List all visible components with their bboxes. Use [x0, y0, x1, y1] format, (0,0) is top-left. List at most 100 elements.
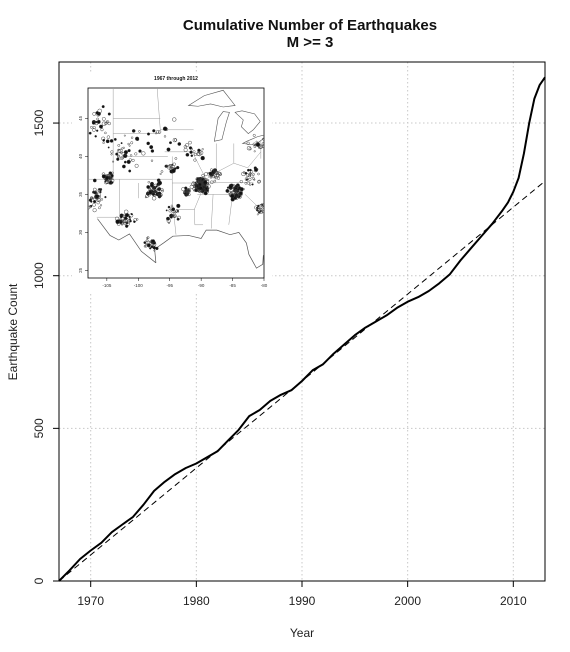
- epicenter-point: [90, 200, 93, 203]
- epicenter-point: [254, 167, 258, 172]
- epicenter-point: [253, 178, 256, 181]
- border-river: [97, 218, 157, 264]
- epicenter-point: [150, 243, 154, 247]
- epicenter-point: [146, 132, 151, 136]
- epicenter-point: [162, 126, 168, 131]
- epicenter-point: [99, 204, 103, 207]
- epicenter-point: [173, 167, 177, 170]
- epicenter-point: [166, 147, 171, 152]
- epicenter-point: [170, 164, 175, 169]
- epicenter-point: [198, 177, 201, 180]
- epicenter-point: [188, 140, 192, 145]
- lake-huron: [234, 110, 261, 134]
- epicenter-point: [254, 205, 259, 210]
- epicenter-point: [107, 112, 111, 116]
- epicenter-point: [120, 223, 124, 226]
- epicenter-point: [127, 142, 130, 146]
- inset-y-tick-label: 35: [78, 191, 83, 197]
- epicenter-point: [151, 186, 155, 190]
- epicenter-point: [185, 191, 188, 194]
- epicenter-point: [177, 142, 182, 146]
- epicenter-point: [163, 135, 167, 138]
- epicenter-point: [203, 191, 208, 196]
- epicenter-point: [183, 145, 188, 149]
- epicenter-point: [93, 200, 97, 204]
- inset-y-tick-label: 30: [78, 229, 83, 235]
- chart-subtitle: M >= 3: [287, 34, 334, 51]
- epicenter-point: [200, 155, 205, 161]
- epicenter-point: [236, 185, 239, 188]
- epicenter-point: [230, 193, 235, 199]
- x-tick-label: 2000: [394, 594, 421, 608]
- epicenter-point: [256, 209, 259, 212]
- epicenter-point: [213, 179, 217, 183]
- epicenter-point: [248, 173, 252, 177]
- epicenter-point: [188, 146, 193, 150]
- epicenter-point: [96, 201, 100, 205]
- y-tick-label: 1500: [32, 109, 46, 136]
- epicenter-point: [207, 179, 210, 181]
- epicenter-point: [93, 190, 98, 195]
- epicenter-point: [123, 160, 127, 164]
- lake-superior: [187, 89, 236, 108]
- epicenter-point: [214, 170, 218, 174]
- epicenter-point: [253, 150, 256, 153]
- epicenter-point: [110, 150, 114, 154]
- epicenter-point: [104, 121, 108, 126]
- plot-area: 1970 1980 1990 2000 2010 0 500 1000 1500: [32, 61, 546, 608]
- epicenter-point: [94, 135, 97, 138]
- epicenter-point: [99, 189, 102, 192]
- epicenter-point: [160, 188, 164, 192]
- epicenter-point: [189, 184, 194, 189]
- epicenter-point: [169, 215, 173, 219]
- epicenter-point: [257, 172, 260, 176]
- epicenter-point: [235, 189, 240, 195]
- epicenter-point: [186, 189, 190, 192]
- epicenter-point: [146, 141, 150, 146]
- epicenter-point: [203, 172, 208, 177]
- epicenter-point: [208, 171, 213, 177]
- epicenter-point: [198, 186, 203, 191]
- epicenter-point: [148, 190, 153, 195]
- epicenter-point: [131, 129, 136, 133]
- epicenter-point: [149, 247, 152, 250]
- epicenter-points: [88, 105, 264, 252]
- inset-map: 1967 through 2012 -105 -100 -95 -90 -85 -80 25 3…: [72, 72, 272, 292]
- epicenter-point: [134, 163, 139, 168]
- x-tick-label: 1990: [289, 594, 316, 608]
- epicenter-point: [108, 176, 113, 181]
- epicenter-point: [128, 169, 132, 173]
- epicenter-point: [130, 213, 133, 216]
- x-tick-label: 2010: [500, 594, 527, 608]
- epicenter-point: [174, 157, 178, 160]
- epicenter-point: [146, 236, 150, 239]
- inset-y-tick-label: 45: [78, 115, 83, 121]
- epicenter-point: [111, 171, 114, 174]
- epicenter-point: [174, 138, 178, 142]
- epicenter-point: [135, 136, 140, 141]
- epicenter-point: [128, 218, 132, 221]
- epicenter-point: [248, 147, 252, 151]
- epicenter-point: [172, 214, 177, 218]
- epicenter-point: [177, 215, 181, 220]
- inset-y-tick-label: 40: [78, 153, 83, 159]
- epicenter-point: [92, 202, 96, 207]
- epicenter-point: [157, 193, 163, 198]
- epicenter-point: [262, 137, 264, 141]
- epicenter-point: [167, 205, 171, 209]
- epicenter-point: [256, 213, 259, 216]
- epicenter-point: [207, 172, 210, 174]
- epicenter-point: [90, 196, 93, 200]
- epicenter-point: [210, 173, 213, 176]
- epicenter-point: [118, 148, 123, 153]
- epicenter-point: [90, 125, 93, 129]
- epicenter-point: [199, 178, 203, 183]
- epicenter-point: [150, 149, 155, 153]
- epicenter-point: [258, 144, 264, 149]
- epicenter-point: [88, 131, 92, 135]
- epicenter-point: [111, 181, 114, 184]
- epicenter-point: [252, 173, 255, 176]
- epicenter-point: [123, 150, 128, 155]
- epicenter-point: [171, 168, 176, 173]
- epicenter-point: [250, 174, 254, 178]
